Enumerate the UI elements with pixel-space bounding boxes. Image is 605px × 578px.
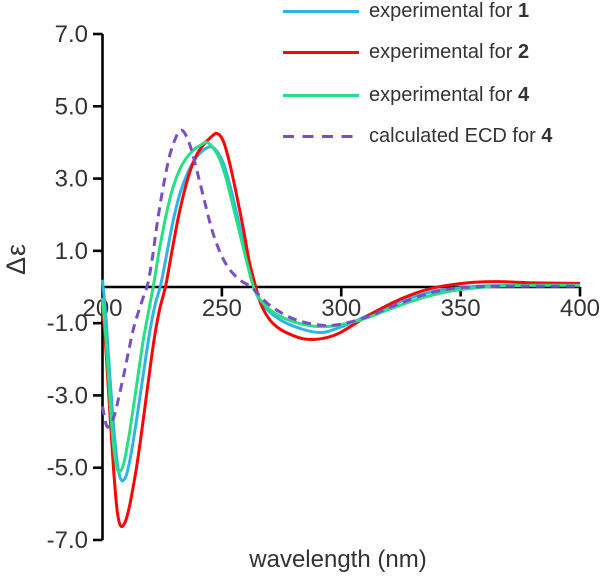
y-tick-label: 5.0 xyxy=(55,93,88,120)
legend-label-bold: 2 xyxy=(517,40,530,63)
y-tick-label: -7.0 xyxy=(47,527,88,554)
legend-dashed-line-calculated-ecd-4-icon xyxy=(283,134,359,138)
legend-line-experimental-1-icon xyxy=(283,9,359,13)
legend-label-experimental-1: experimental for 1 xyxy=(369,0,529,23)
legend-line-experimental-2-icon xyxy=(283,50,359,54)
y-tick-label: 3.0 xyxy=(55,166,88,193)
legend-label-bold: 4 xyxy=(541,124,553,147)
legend-line-experimental-4-icon xyxy=(283,93,359,97)
x-tick-label: 350 xyxy=(441,295,481,322)
series-line-experimental-for-4 xyxy=(101,140,581,474)
y-tick-label: 7.0 xyxy=(55,21,88,48)
legend-label-calculated-ecd-4: calculated ECD for 4 xyxy=(369,125,552,148)
legend-label-text: calculated ECD for xyxy=(369,124,542,147)
y-tick-label: -3.0 xyxy=(47,382,88,409)
x-tick-label: 300 xyxy=(321,295,361,322)
legend: experimental for 1 experimental for 2 ex… xyxy=(283,0,605,150)
series-line-experimental-for-2 xyxy=(101,131,581,528)
series-line-calculated-ecd-for-4 xyxy=(101,128,580,429)
y-tick-label: -5.0 xyxy=(47,455,88,482)
legend-item-calculated-ecd-4: calculated ECD for 4 xyxy=(283,125,552,147)
x-axis-title: wavelength (nm) xyxy=(249,546,427,573)
x-tick-label: 250 xyxy=(202,295,242,322)
y-axis-title: Δε xyxy=(0,242,31,276)
legend-label-text: experimental for xyxy=(369,0,518,22)
legend-label-experimental-2: experimental for 2 xyxy=(369,41,529,64)
x-tick-label: 400 xyxy=(560,295,600,322)
legend-label-bold: 1 xyxy=(517,0,530,22)
legend-label-experimental-4: experimental for 4 xyxy=(369,84,529,107)
y-tick-label: -1.0 xyxy=(47,310,88,337)
y-tick-label: 1.0 xyxy=(55,238,88,265)
legend-item-experimental-2: experimental for 2 xyxy=(283,41,529,63)
legend-item-experimental-1: experimental for 1 xyxy=(283,0,529,22)
legend-label-bold: 4 xyxy=(517,83,530,106)
legend-item-experimental-4: experimental for 4 xyxy=(283,84,529,106)
legend-label-text: experimental for xyxy=(369,83,518,106)
legend-label-text: experimental for xyxy=(369,40,518,63)
